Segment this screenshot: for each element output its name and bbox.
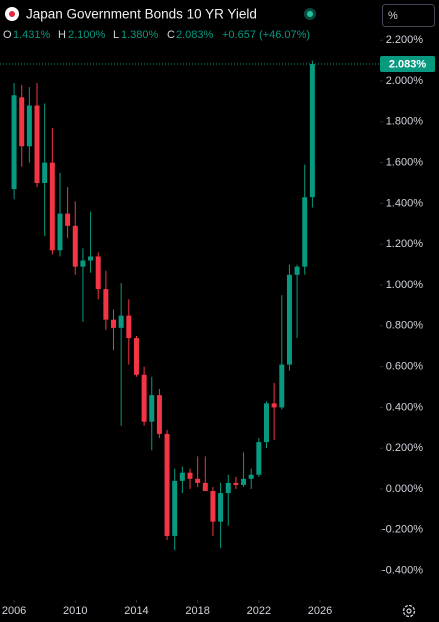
candle-body xyxy=(88,256,94,261)
ohlc-legend: O 1.431% H 2.100% L 1.380% C 2.083% +0.6… xyxy=(3,29,310,41)
candle-body xyxy=(218,493,224,522)
candle-body xyxy=(256,442,262,475)
legend-value: 1.380% xyxy=(121,29,159,41)
y-tick-label: 1.600% xyxy=(386,157,424,169)
candle-body xyxy=(271,403,277,408)
y-tick-label: -0.400% xyxy=(382,565,423,577)
candle-body xyxy=(95,256,101,290)
legend-value: 2.083% xyxy=(176,29,214,41)
candle-body xyxy=(42,162,48,183)
legend-key: L xyxy=(113,29,119,41)
candle-body xyxy=(156,395,162,434)
x-tick-label: 2006 xyxy=(2,605,26,617)
unit-button[interactable] xyxy=(382,4,435,27)
legend-value: 2.100% xyxy=(68,29,106,41)
candle-body xyxy=(309,64,315,198)
x-tick-label: 2026 xyxy=(308,605,332,617)
y-tick-label: 0.400% xyxy=(386,401,424,413)
legend-key: C xyxy=(167,29,175,41)
settings-icon[interactable] xyxy=(402,604,416,618)
candle-body xyxy=(210,491,216,522)
candle-body xyxy=(34,105,40,183)
x-tick-label: 2014 xyxy=(124,605,148,617)
chart-title: Japan Government Bonds 10 YR Yield xyxy=(26,7,257,22)
y-tick-label: 0.200% xyxy=(386,442,424,454)
candle-body xyxy=(164,433,170,536)
y-tick-label: 1.000% xyxy=(386,279,424,291)
y-tick-label: 0.600% xyxy=(386,361,424,373)
y-tick-label: 1.800% xyxy=(386,116,424,128)
candle-body xyxy=(133,338,139,375)
candle-body xyxy=(294,266,300,275)
y-tick-label: 0.800% xyxy=(386,320,424,332)
candle-body xyxy=(11,95,17,190)
y-tick-label: 2.000% xyxy=(386,75,424,87)
candle-body xyxy=(149,395,155,422)
last-price-badge xyxy=(380,56,435,73)
candle-body xyxy=(202,482,208,492)
status-dot xyxy=(307,11,313,17)
unit-button-label[interactable]: % xyxy=(388,10,398,22)
candle-body xyxy=(248,474,254,479)
candle-body xyxy=(279,364,285,408)
candle-body xyxy=(225,482,231,494)
y-tick-label: 1.400% xyxy=(386,197,424,209)
x-tick-label: 2018 xyxy=(185,605,209,617)
candle-body xyxy=(57,213,63,251)
settings-gear[interactable] xyxy=(402,604,416,618)
candle-body xyxy=(187,472,193,479)
candle-body xyxy=(49,162,55,251)
candle-body xyxy=(72,225,78,267)
candle-body xyxy=(172,480,178,536)
legend-value: 1.431% xyxy=(13,29,51,41)
y-tick-label: -0.200% xyxy=(382,524,423,536)
candle-body xyxy=(179,472,185,481)
candle-body xyxy=(65,213,71,226)
flag-dot xyxy=(9,11,15,17)
y-tick-label: 0.000% xyxy=(386,483,424,495)
candle-body xyxy=(241,478,247,485)
candle-body xyxy=(141,374,147,422)
candle-body xyxy=(103,289,109,320)
candle-body xyxy=(126,315,132,339)
candle-body xyxy=(26,105,32,147)
legend-change: +0.657 (+46.07%) xyxy=(222,29,310,41)
last-price-label: 2.083% xyxy=(389,58,427,70)
candle-body xyxy=(263,403,269,443)
legend-key: H xyxy=(58,29,66,41)
x-tick-label: 2022 xyxy=(247,605,271,617)
x-tick-label: 2010 xyxy=(63,605,87,617)
candle-body xyxy=(195,478,201,483)
candle-body xyxy=(19,97,25,147)
candle-body xyxy=(302,197,308,267)
candle-body xyxy=(80,260,86,267)
candle-body xyxy=(286,274,292,365)
candle-body xyxy=(118,315,124,328)
legend-key: O xyxy=(3,29,12,41)
candle-body xyxy=(111,319,117,328)
settings-hub[interactable] xyxy=(406,608,412,614)
y-tick-label: 1.200% xyxy=(386,238,424,250)
y-tick-label: 2.200% xyxy=(386,34,424,46)
candle-body xyxy=(233,482,239,485)
